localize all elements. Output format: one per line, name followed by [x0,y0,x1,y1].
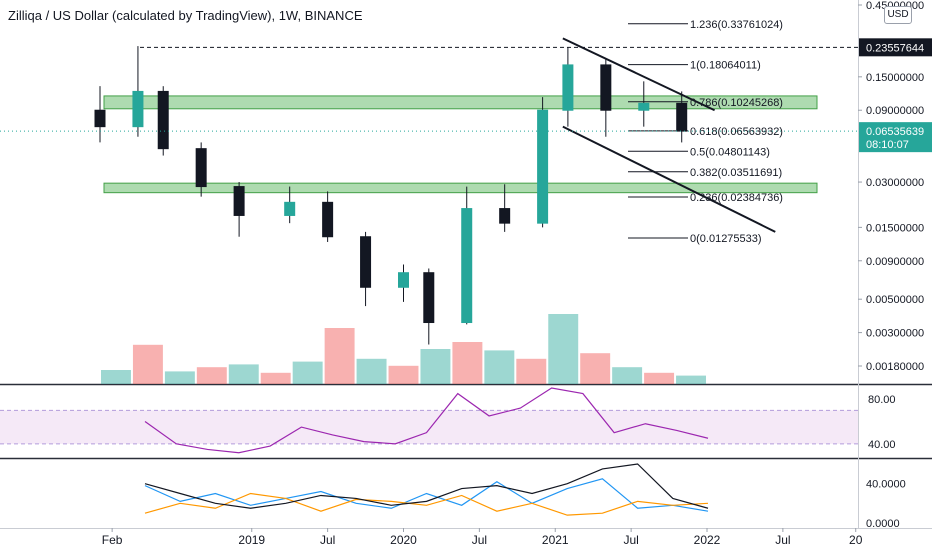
candle-body [322,201,334,238]
fib-level-label: 0.236(0.02384736) [690,192,783,204]
volume-bar [356,358,387,384]
rsi-band [0,410,858,444]
candle-body [284,201,296,216]
rsi-tick-label: 80.00 [868,394,896,406]
price-tick-label: 0.00900000 [866,256,924,268]
price-tick-label: 0.00500000 [866,294,924,306]
time-tick-label: Jul [320,533,335,547]
candle-body [600,64,612,111]
volume-bar [260,372,291,384]
candle-body [94,109,106,128]
channel-line [562,125,776,233]
time-tick-label: 2019 [238,533,265,547]
volume-bar [164,371,195,384]
candle-body [195,148,207,188]
price-tick-label: 0.03000000 [866,177,924,189]
candle-body [157,90,169,150]
candle-body [132,90,144,128]
volume-bar [132,344,163,384]
candle-body [233,186,245,216]
fib-level-label: 0.786(0.10245268) [690,97,783,109]
candle-body [537,109,549,224]
high-price-label: 0.23557644 [866,42,924,54]
dmi-line [144,492,709,516]
price-label-box [859,122,932,153]
candle-body [423,272,435,324]
fib-level-label: 1.236(0.33761024) [690,19,783,31]
volume-bar [516,358,547,384]
price-tick-label: 0.15000000 [866,72,924,84]
volume-bar [580,353,611,384]
time-tick-label: 2020 [390,533,417,547]
currency-selector[interactable]: USD [884,6,912,24]
rsi-tick-label: 40.00 [868,439,896,451]
volume-bar [196,367,227,384]
dmi-tick-label: 0.0000 [866,518,900,530]
volume-bar [324,328,355,384]
support-zone [103,182,818,194]
candle-body [398,272,409,288]
time-tick-label: Jul [623,533,638,547]
candle-body [499,208,511,224]
channel-line [562,37,716,112]
fib-level-label: 0.5(0.04801143) [690,146,770,158]
candle-body [461,208,473,324]
time-tick-label: Feb [102,533,123,547]
fib-level-label: 0(0.01275533) [690,233,762,245]
fib-level-label: 0.382(0.03511691) [690,167,782,179]
time-tick-label: Jul [472,533,487,547]
price-tick-label: 0.01500000 [866,222,924,234]
volume-bar [101,370,131,384]
volume-bar [452,342,483,384]
dmi-tick-label: 40.0000 [866,479,906,491]
time-tick-label: 2021 [542,533,569,547]
price-tick-label: 0.00180000 [866,361,924,373]
candle-body [562,64,574,111]
chart-title: Zilliqa / US Dollar (calculated by Tradi… [8,8,363,23]
candle-body [638,102,650,111]
volume-bar [388,365,419,384]
current-price-label: 0.06535639 [866,126,924,138]
volume-bar [292,361,323,384]
volume-bar [676,375,706,384]
price-tick-label: 0.09000000 [866,105,924,117]
dmi-line [144,478,709,512]
time-tick-label: Jul [775,533,790,547]
fib-level-label: 0.618(0.06563932) [690,126,783,138]
time-tick-label: 2022 [694,533,721,547]
candle-countdown-label: 08:10:07 [866,139,909,151]
price-tick-label: 0.00300000 [866,328,924,340]
volume-bar [420,349,451,384]
fib-level-label: 1(0.18064011) [690,60,761,72]
candle-body [676,102,688,132]
volume-bar [228,364,259,384]
volume-bar [484,350,515,384]
price-label-box [859,38,932,57]
volume-bar [612,367,643,384]
dmi-line [144,463,709,509]
volume-bar [548,314,579,384]
volume-bar [644,372,675,384]
rsi-line [144,387,709,454]
candle-body [360,236,372,288]
time-tick-label: 20 [849,533,863,547]
